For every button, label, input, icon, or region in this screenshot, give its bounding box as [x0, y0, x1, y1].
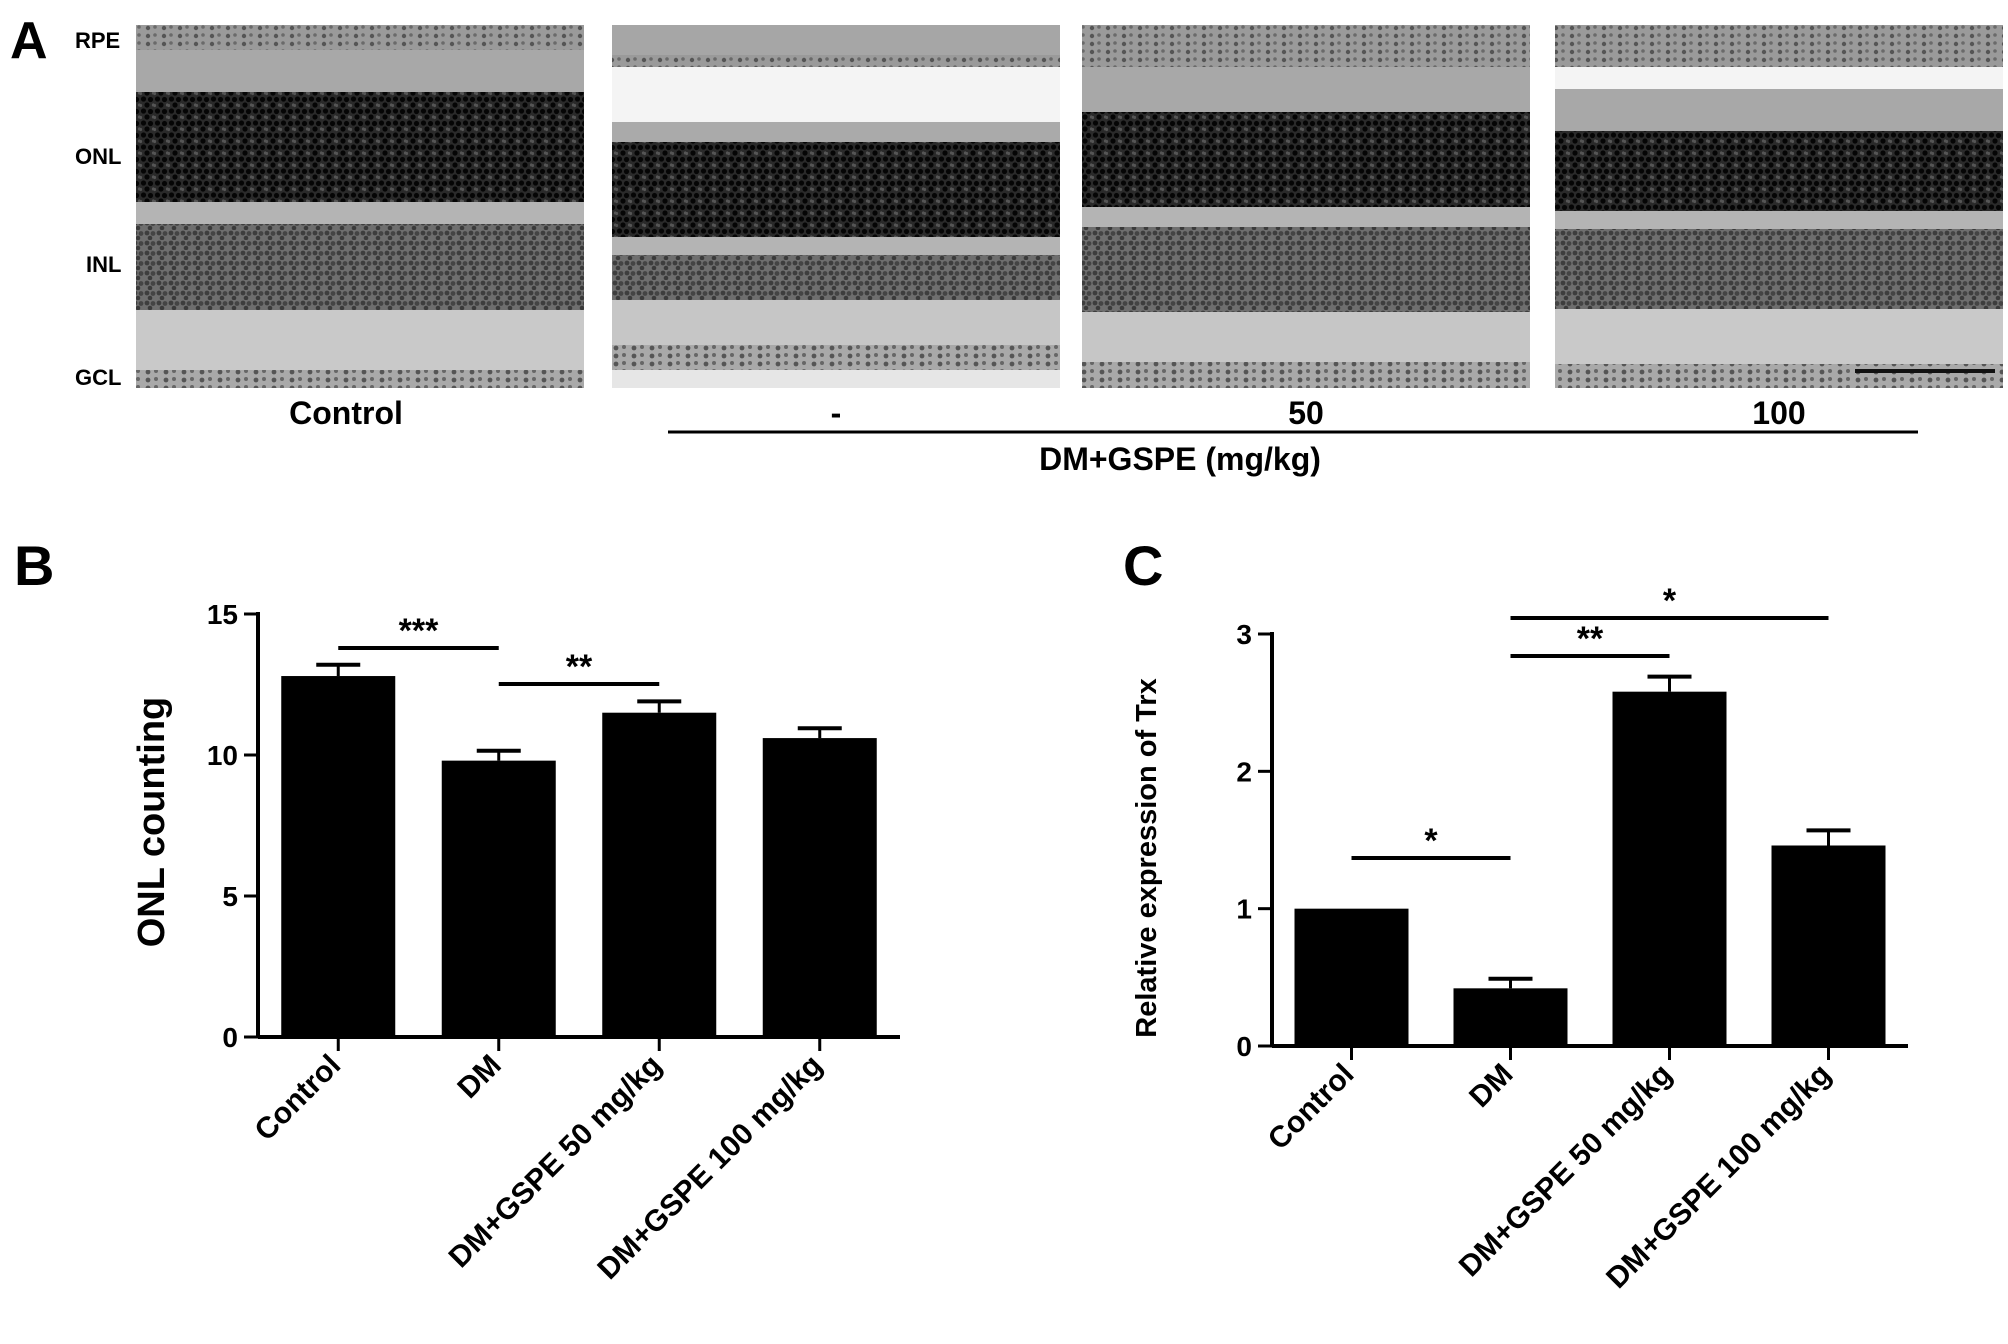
panel-c-letter: C: [1123, 534, 1163, 597]
y-tick-label: 5: [222, 881, 238, 912]
histology-image-control: [136, 25, 584, 388]
bar: [1771, 845, 1886, 1046]
image-label-100: 100: [1752, 395, 1805, 431]
histology-image-dm: [612, 25, 1060, 388]
histology-image-gspe-50: [1082, 25, 1530, 388]
significance-label: *: [1424, 822, 1438, 860]
y-tick-label: 0: [1236, 1031, 1252, 1062]
panel-a-letter: A: [10, 12, 48, 70]
x-tick-label: DM: [1463, 1058, 1519, 1114]
significance-label: **: [566, 648, 593, 686]
image-label-dm: -: [831, 395, 842, 431]
y-tick-label: 10: [207, 740, 238, 771]
layer-label-rpe: RPE: [75, 28, 120, 53]
bar: [281, 676, 396, 1037]
y-tick-label: 2: [1236, 756, 1252, 787]
x-tick-label: Control: [1262, 1058, 1361, 1157]
y-tick-label: 15: [207, 599, 238, 630]
image-label-control: Control: [289, 395, 403, 431]
bar: [441, 760, 556, 1037]
panel-a: A RPE ONL INL GCL: [10, 12, 2003, 477]
bar: [602, 712, 717, 1037]
y-tick-label: 3: [1236, 619, 1252, 650]
y-tick-label: 0: [222, 1022, 238, 1053]
panel-c: C Relative expression of Trx 0 1 2 3 Control…: [1123, 534, 1908, 1295]
bar: [1294, 908, 1409, 1046]
image-label-50: 50: [1288, 395, 1324, 431]
bar: [1453, 988, 1568, 1046]
significance-label: *: [1663, 582, 1677, 620]
bar: [1612, 691, 1727, 1046]
layer-label-inl: INL: [86, 252, 121, 277]
layer-label-gcl: GCL: [75, 365, 121, 390]
y-tick-label: 1: [1236, 894, 1252, 925]
layer-label-onl: ONL: [75, 144, 121, 169]
group-label: DM+GSPE (mg/kg): [1039, 441, 1321, 477]
histology-image-gspe-100: [1555, 25, 2003, 388]
panel-c-ylabel: Relative expression of Trx: [1131, 678, 1163, 1037]
x-tick-label: Control: [248, 1049, 347, 1148]
bar: [762, 738, 877, 1037]
panel-b-letter: B: [14, 534, 54, 597]
x-tick-label: DM: [451, 1049, 507, 1105]
significance-label: ***: [399, 612, 439, 650]
panel-b-ylabel: ONL counting: [131, 697, 173, 948]
significance-label: **: [1577, 620, 1604, 658]
